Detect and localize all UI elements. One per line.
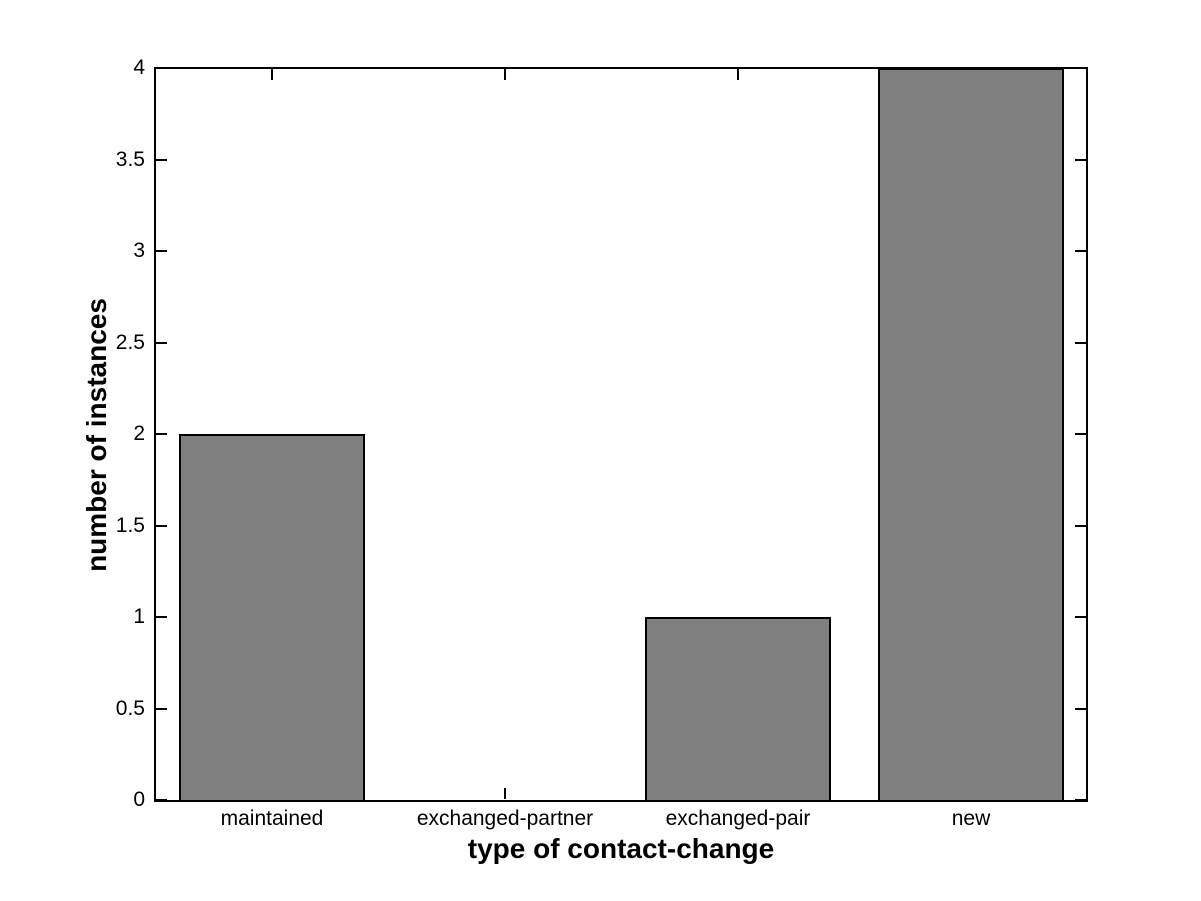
y-tick-right — [1075, 250, 1086, 252]
y-tick-left — [156, 799, 167, 801]
y-tick-right — [1075, 433, 1086, 435]
x-tick-bottom — [504, 788, 506, 799]
y-tick-label: 0.5 — [115, 697, 145, 720]
y-tick-left — [156, 159, 167, 161]
y-tick-left — [156, 525, 167, 527]
plot-area — [154, 67, 1088, 802]
y-tick-label: 0 — [133, 788, 145, 811]
bar-maintained — [179, 434, 365, 800]
x-tick-label: exchanged-partner — [416, 807, 594, 830]
x-axis-title: type of contact-change — [467, 833, 775, 864]
y-tick-left — [156, 616, 167, 618]
x-tick-label: maintained — [220, 807, 324, 830]
x-tick-top — [271, 69, 273, 80]
bar-new — [878, 68, 1064, 800]
y-tick-left — [156, 708, 167, 710]
y-tick-left — [156, 433, 167, 435]
x-tick-label: exchanged-pair — [665, 807, 811, 830]
y-tick-right — [1075, 342, 1086, 344]
y-tick-right — [1075, 708, 1086, 710]
y-tick-label: 2.5 — [115, 331, 145, 354]
y-tick-right — [1075, 799, 1086, 801]
y-tick-right — [1075, 67, 1086, 69]
x-tick-top — [737, 69, 739, 80]
y-tick-left — [156, 342, 167, 344]
x-tick-label: new — [951, 807, 991, 830]
y-tick-label: 1 — [133, 605, 145, 628]
y-tick-right — [1075, 159, 1086, 161]
x-tick-top — [504, 69, 506, 80]
y-tick-label: 4 — [133, 56, 145, 79]
y-tick-right — [1075, 525, 1086, 527]
bar-exchanged-pair — [645, 617, 831, 800]
y-tick-label: 2 — [133, 422, 145, 445]
y-tick-label: 3.5 — [115, 148, 145, 171]
y-tick-label: 3 — [133, 239, 145, 262]
y-tick-right — [1075, 616, 1086, 618]
y-tick-left — [156, 67, 167, 69]
y-tick-label: 1.5 — [115, 514, 145, 537]
y-tick-left — [156, 250, 167, 252]
